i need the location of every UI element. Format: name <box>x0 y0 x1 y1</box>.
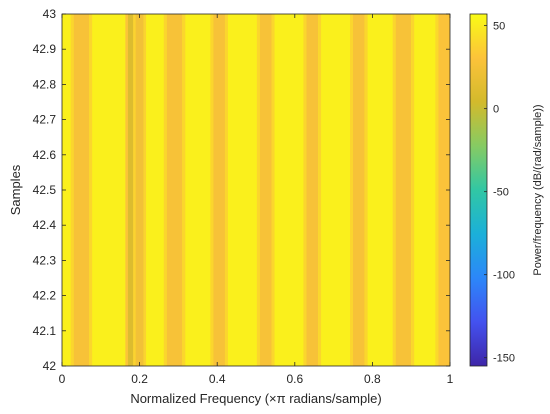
y-tick-label: 42.2 <box>33 289 57 303</box>
frequency-band-edge <box>364 14 368 366</box>
colorbar-tick-label: -100 <box>493 270 515 282</box>
frequency-band <box>306 14 319 366</box>
frequency-band <box>213 14 225 366</box>
frequency-band-edge <box>224 14 228 366</box>
frequency-band <box>395 14 412 366</box>
frequency-band-edge <box>125 14 128 366</box>
frequency-band <box>127 14 136 366</box>
frequency-band-edge <box>210 14 214 366</box>
colorbar-tick-label: 50 <box>493 21 505 33</box>
frequency-band <box>259 14 272 366</box>
y-tick-label: 42.1 <box>33 324 57 338</box>
plot-background <box>62 14 450 366</box>
x-tick-label: 0.8 <box>364 372 381 386</box>
frequency-band-edge <box>133 14 136 366</box>
frequency-band-edge <box>435 14 439 366</box>
frequency-band <box>73 14 90 366</box>
x-axis-ticks: 0 0.2 0.4 0.6 0.8 1 <box>59 14 454 386</box>
frequency-band <box>438 14 450 366</box>
x-tick-label: 0.6 <box>286 372 303 386</box>
x-tick-label: 0.4 <box>209 372 226 386</box>
frequency-band-edge <box>256 14 260 366</box>
frequency-band <box>135 14 144 366</box>
colorbar: 50 0 -50 -100 -150 Power/frequency (dB/(rad/… <box>469 13 544 367</box>
colorbar-ticks: 50 0 -50 -100 -150 <box>484 21 515 365</box>
y-axis-ticks: 42 42.1 42.2 42.3 42.4 42.5 42.6 42.7 42.8 42.9 43 <box>33 7 450 373</box>
frequency-band-edge <box>182 14 186 366</box>
colorbar-tick-label: -50 <box>493 187 509 199</box>
frequency-band <box>166 14 183 366</box>
y-tick-label: 42.4 <box>33 218 57 232</box>
frequency-band-edge <box>350 14 353 366</box>
y-tick-label: 42.6 <box>33 148 57 162</box>
x-tick-label: 0 <box>59 372 66 386</box>
x-axis-label: Normalized Frequency (×π radians/sample) <box>130 391 381 406</box>
y-tick-label: 42.7 <box>33 113 57 127</box>
colorbar-tick-label: 0 <box>493 104 499 116</box>
x-tick-label: 1 <box>447 372 454 386</box>
plot-area <box>61 13 453 367</box>
y-tick-label: 42.5 <box>33 183 57 197</box>
frequency-band-edge <box>70 14 74 366</box>
frequency-band-edge <box>318 14 322 366</box>
colorbar-label: Power/frequency (dB/(rad/sample)) <box>532 104 544 275</box>
colorbar-gradient <box>469 13 488 367</box>
y-tick-label: 42.8 <box>33 77 57 91</box>
y-tick-label: 43 <box>43 7 57 21</box>
frequency-band-edge <box>89 14 93 366</box>
frequency-band-edge <box>411 14 415 366</box>
frequency-band-edge <box>143 14 147 366</box>
colorbar-tick-label: -150 <box>493 353 515 365</box>
y-tick-label: 42.9 <box>33 42 57 56</box>
frequency-band-edge <box>450 14 453 366</box>
frequency-band-edge <box>271 14 275 366</box>
frequency-band <box>353 14 365 366</box>
x-tick-label: 0.2 <box>131 372 148 386</box>
frequency-bands <box>70 14 453 366</box>
y-tick-label: 42 <box>43 359 57 373</box>
frequency-band-edge <box>163 14 167 366</box>
y-tick-label: 42.3 <box>33 253 57 267</box>
frequency-band-edge <box>392 14 396 366</box>
y-axis-label: Samples <box>8 164 23 215</box>
frequency-band-edge <box>303 14 307 366</box>
